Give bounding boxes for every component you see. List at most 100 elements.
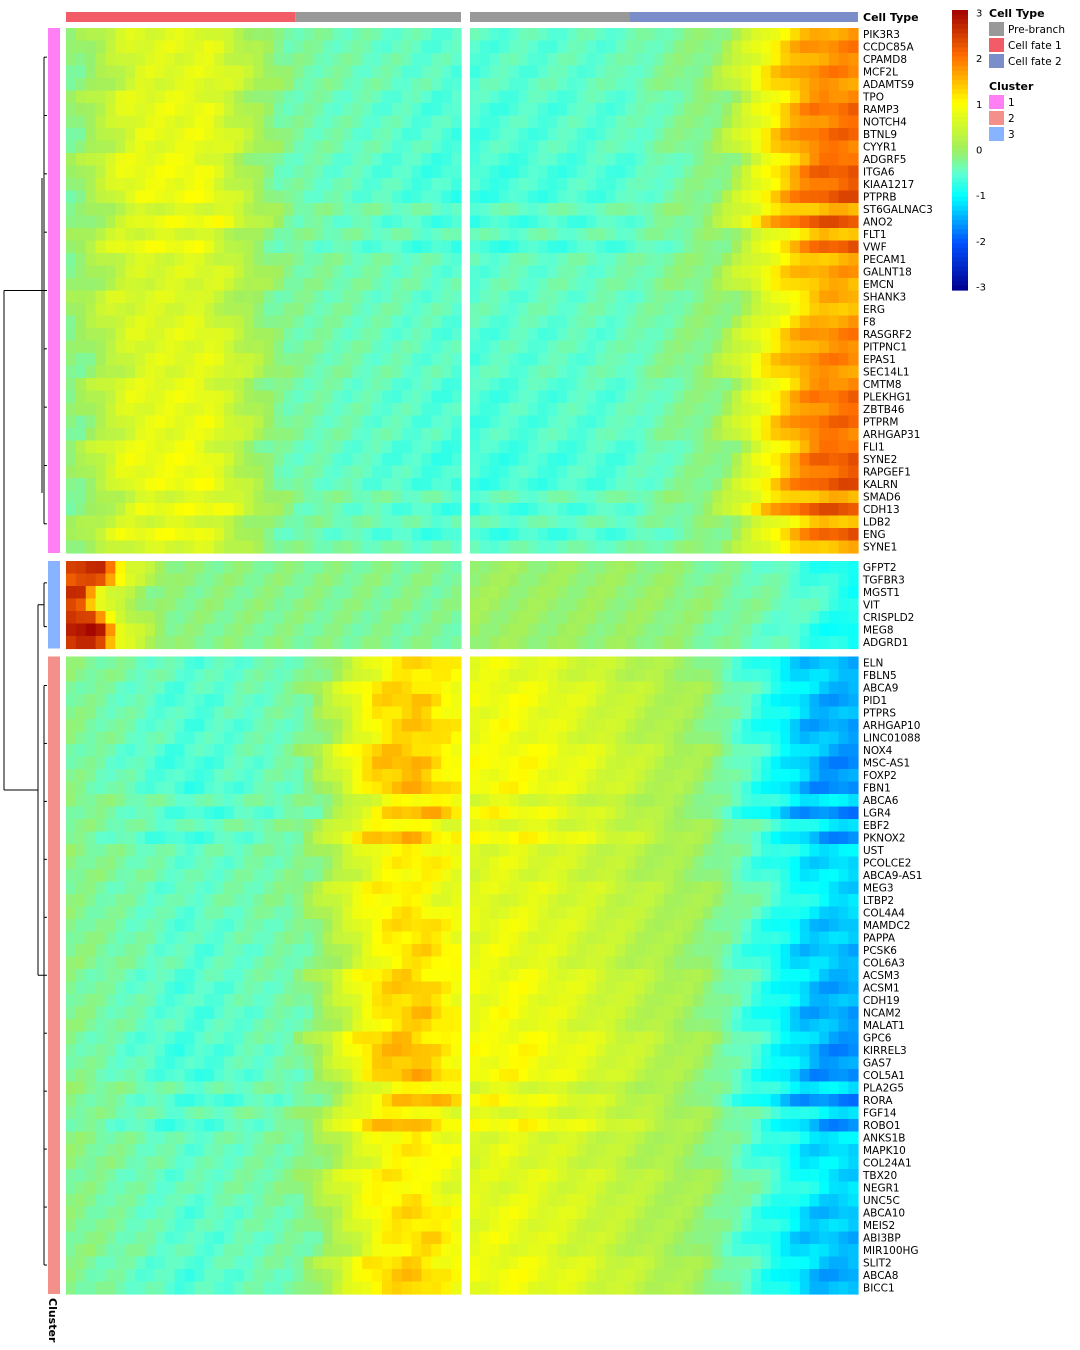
- heatmap-cell: [799, 253, 811, 267]
- heatmap-cell: [848, 278, 859, 292]
- heatmap-cell: [352, 165, 363, 179]
- heatmap-cell: [312, 781, 324, 795]
- heatmap-cell: [451, 731, 462, 745]
- heatmap-cell: [799, 440, 811, 454]
- heatmap-cell: [828, 440, 840, 454]
- heatmap-cell: [634, 681, 646, 695]
- heatmap-cell: [421, 769, 432, 783]
- heatmap-cell: [838, 65, 849, 79]
- heatmap-cell: [105, 428, 116, 442]
- heatmap-cell: [654, 178, 665, 192]
- heatmap-cell: [799, 328, 811, 342]
- heatmap-cell: [164, 353, 176, 367]
- heatmap-cell: [382, 403, 393, 417]
- heatmap-cell: [654, 240, 665, 254]
- heatmap-cell: [770, 190, 781, 204]
- heatmap-cell: [518, 153, 529, 167]
- heatmap-cell: [780, 428, 791, 442]
- heatmap-cell: [693, 315, 704, 329]
- heatmap-cell: [85, 390, 97, 404]
- heatmap-cell: [194, 669, 205, 683]
- heatmap-cell: [634, 178, 646, 192]
- heatmap-cell: [547, 378, 558, 392]
- heatmap-cell: [332, 340, 344, 354]
- heatmap-cell: [722, 781, 733, 795]
- heatmap-cell: [421, 656, 432, 670]
- heatmap-cell: [615, 128, 626, 142]
- heatmap-cell: [499, 78, 510, 92]
- heatmap-cell: [431, 490, 442, 504]
- heatmap-cell: [654, 53, 665, 67]
- heatmap-cell: [537, 769, 549, 783]
- heatmap-cell: [828, 328, 840, 342]
- heatmap-cell: [135, 744, 146, 758]
- heatmap-cell: [702, 153, 714, 167]
- heatmap-cell: [761, 428, 772, 442]
- heatmap-cell: [751, 390, 762, 404]
- heatmap-cell: [372, 28, 383, 42]
- heatmap-cell: [164, 178, 176, 192]
- heatmap-cell: [644, 573, 655, 587]
- heatmap-cell: [780, 465, 791, 479]
- heatmap-cell: [332, 781, 344, 795]
- heatmap-cell: [184, 53, 195, 67]
- heatmap-cell: [184, 65, 195, 79]
- heatmap-cell: [838, 415, 849, 429]
- heatmap-cell: [819, 681, 830, 695]
- heatmap-cell: [401, 365, 413, 379]
- heatmap-cell: [644, 794, 655, 808]
- heatmap-cell: [731, 528, 743, 542]
- heatmap-cell: [508, 598, 520, 612]
- heatmap-cell: [693, 681, 704, 695]
- heatmap-cell: [780, 403, 791, 417]
- heatmap-cell: [741, 573, 752, 587]
- heatmap-cell: [66, 744, 77, 758]
- heatmap-cell: [693, 203, 704, 217]
- heatmap-cell: [253, 415, 265, 429]
- heatmap-cell: [283, 706, 294, 720]
- heatmap-cell: [194, 528, 205, 542]
- heatmap-cell: [722, 190, 733, 204]
- heatmap-cell: [382, 365, 393, 379]
- heatmap-cell: [819, 636, 830, 650]
- heatmap-cell: [528, 681, 539, 695]
- heatmap-cell: [391, 115, 403, 129]
- heatmap-cell: [382, 278, 393, 292]
- heatmap-cell: [605, 744, 617, 758]
- heatmap-cell: [303, 290, 314, 304]
- heatmap-cell: [312, 636, 324, 650]
- heatmap-cell: [352, 378, 363, 392]
- heatmap-cell: [421, 503, 432, 517]
- heatmap-cell: [712, 573, 723, 587]
- heatmap-cell: [451, 681, 462, 695]
- heatmap-cell: [741, 623, 752, 637]
- heatmap-cell: [557, 515, 568, 529]
- heatmap-cell: [145, 103, 156, 117]
- heatmap-cell: [470, 128, 481, 142]
- heatmap-cell: [586, 203, 597, 217]
- heatmap-cell: [115, 806, 126, 820]
- heatmap-cell: [828, 490, 840, 504]
- heatmap-cell: [780, 806, 791, 820]
- heatmap-cell: [518, 744, 529, 758]
- heatmap-cell: [154, 53, 166, 67]
- heatmap-cell: [115, 561, 126, 575]
- heatmap-cell: [702, 40, 714, 54]
- heatmap-cell: [644, 611, 655, 625]
- heatmap-cell: [204, 731, 215, 745]
- heatmap-cell: [489, 40, 500, 54]
- heatmap-cell: [441, 353, 452, 367]
- heatmap-cell: [615, 328, 626, 342]
- heatmap-cell: [799, 215, 811, 229]
- heatmap-cell: [194, 515, 205, 529]
- heatmap-cell: [125, 731, 136, 745]
- heatmap-cell: [293, 744, 304, 758]
- heatmap-cell: [411, 636, 423, 650]
- heatmap-cell: [293, 240, 304, 254]
- heatmap-cell: [431, 656, 442, 670]
- heatmap-cell: [499, 115, 510, 129]
- heatmap-cell: [848, 153, 859, 167]
- heatmap-cell: [838, 528, 849, 542]
- heatmap-cell: [204, 278, 215, 292]
- heatmap-cell: [253, 515, 265, 529]
